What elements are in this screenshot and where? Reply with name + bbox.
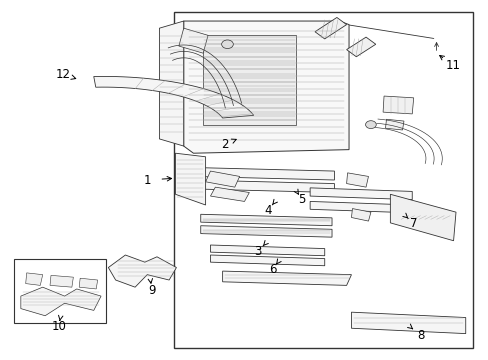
Polygon shape <box>203 35 295 125</box>
Text: 8: 8 <box>416 329 423 342</box>
Circle shape <box>221 40 233 49</box>
Text: 5: 5 <box>298 193 305 206</box>
Polygon shape <box>210 255 324 266</box>
Text: 11: 11 <box>445 59 460 72</box>
Polygon shape <box>193 180 334 193</box>
Polygon shape <box>79 278 98 289</box>
Text: 1: 1 <box>143 174 151 186</box>
Polygon shape <box>346 173 368 187</box>
Circle shape <box>365 121 375 129</box>
Polygon shape <box>26 273 42 285</box>
Polygon shape <box>351 208 370 221</box>
Polygon shape <box>314 18 346 39</box>
Polygon shape <box>193 167 334 180</box>
Polygon shape <box>351 312 465 334</box>
Polygon shape <box>205 171 239 187</box>
Polygon shape <box>201 226 331 237</box>
Polygon shape <box>21 287 101 316</box>
Polygon shape <box>14 258 106 323</box>
Polygon shape <box>175 153 205 205</box>
Polygon shape <box>210 245 324 256</box>
Polygon shape <box>201 214 331 226</box>
Polygon shape <box>309 202 411 213</box>
Polygon shape <box>108 255 176 287</box>
Text: 12: 12 <box>56 68 71 81</box>
Text: 7: 7 <box>409 217 417 230</box>
Text: 9: 9 <box>148 284 156 297</box>
Polygon shape <box>382 96 413 114</box>
Polygon shape <box>389 194 455 241</box>
Polygon shape <box>94 76 253 118</box>
Polygon shape <box>385 119 403 130</box>
Text: 2: 2 <box>221 138 228 151</box>
Text: 10: 10 <box>51 320 66 333</box>
Text: 4: 4 <box>264 204 271 217</box>
Polygon shape <box>179 28 207 53</box>
Polygon shape <box>346 37 375 57</box>
Text: 3: 3 <box>254 245 261 258</box>
Polygon shape <box>159 21 183 146</box>
Polygon shape <box>50 275 73 287</box>
Polygon shape <box>210 187 249 202</box>
Text: 6: 6 <box>268 263 276 276</box>
Polygon shape <box>183 21 348 153</box>
Polygon shape <box>309 188 411 200</box>
Polygon shape <box>222 271 351 285</box>
